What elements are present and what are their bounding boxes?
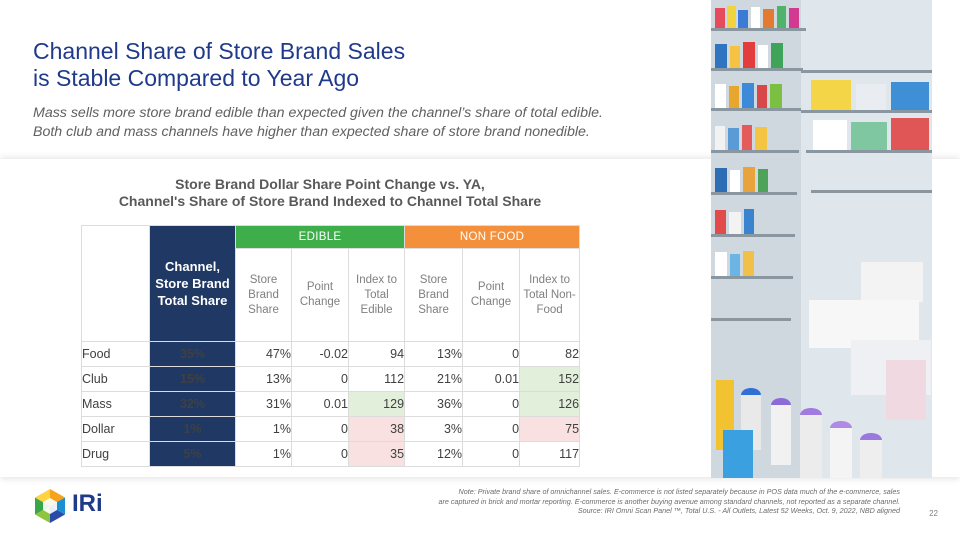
header-line: Index to [356,273,397,286]
header-line: Point [306,281,334,293]
footnote: Note: Private brand share of omnichannel… [360,487,900,516]
channel-share-cell: 15% [149,366,236,392]
header-line: Change [299,296,341,308]
header-line: Point [477,281,505,293]
row-label: Club [81,366,150,392]
nonfood-band-header: NON FOOD [404,225,581,249]
nonfood-store-brand-share-header: Store Brand Share [404,248,464,342]
table-row-mass: Mass 32% 31% 0.01 129 36% 0 126 [81,391,581,417]
edible-index-cell: 112 [347,366,406,392]
header-line: Total Non- [523,288,576,301]
page-number: 22 [929,509,938,518]
edible-point-change-header: Point Change [291,248,349,342]
footnote-line-1: Note: Private brand share of omnichannel… [458,487,900,496]
subtitle-line-2: Both club and mass channels have higher … [33,124,590,140]
nonfood-share-cell: 21% [404,366,464,392]
edible-store-brand-share-header: Store Brand Share [235,248,292,342]
header-line: Brand [418,288,449,301]
nonfood-index-cell: 82 [519,341,581,367]
subtitle-line-1: Mass sells more store brand edible than … [33,105,603,121]
nonfood-share-cell: 36% [404,391,464,417]
edible-change-cell: 0 [291,366,349,392]
edible-change-cell: 0.01 [291,391,349,417]
channel-share-cell: 32% [149,391,236,417]
edible-change-cell: 0 [291,441,349,467]
company-logo-text: IRi [72,490,103,517]
nonfood-index-header: Index to Total Non- Food [519,248,581,342]
table-title: Store Brand Dollar Share Point Change vs… [81,176,579,210]
iri-hexagon-logo-icon [35,489,65,523]
edible-share-cell: 31% [235,391,292,417]
table-row-club: Club 15% 13% 0 112 21% 0.01 152 [81,366,581,392]
edible-share-cell: 13% [235,366,292,392]
header-line: Store [419,273,448,286]
channel-header-line: Channel, [165,259,220,274]
row-label: Food [81,341,150,367]
nonfood-change-cell: 0 [462,416,521,442]
header-line: Edible [360,303,393,316]
store-brand-share-table: Channel, Store Brand Total Share EDIBLE … [81,225,581,467]
edible-index-cell: 94 [347,341,406,367]
channel-share-cell: 35% [149,341,236,367]
table-row-food: Food 35% 47% -0.02 94 13% 0 82 [81,341,581,367]
table-title-line-2: Channel's Share of Store Brand Indexed t… [118,193,542,209]
edible-index-cell: 38 [347,416,406,442]
header-line: Change [470,296,512,308]
empty-corner-cell [81,225,150,342]
nonfood-index-cell: 126 [519,391,581,417]
edible-share-cell: 1% [235,416,292,442]
header-line: Store [249,273,278,286]
channel-share-header: Channel, Store Brand Total Share [149,225,236,342]
slide-title: Channel Share of Store Brand Sales is St… [33,38,673,92]
nonfood-change-cell: 0 [462,391,521,417]
edible-share-cell: 1% [235,441,292,467]
nonfood-share-cell: 3% [404,416,464,442]
header-line: Food [536,303,563,316]
nonfood-change-cell: 0.01 [462,366,521,392]
edible-band-header: EDIBLE [234,225,406,249]
nonfood-share-cell: 12% [404,441,464,467]
table-row-dollar: Dollar 1% 1% 0 38 3% 0 75 [81,416,581,442]
nonfood-index-cell: 117 [519,441,581,467]
channel-header-line: Total Share [157,293,228,308]
header-line: Share [248,303,279,316]
footnote-source: Source: IRI Omni Scan Panel ™, Total U.S… [577,506,900,515]
store-shelves-photo [711,0,932,478]
edible-share-cell: 47% [235,341,292,367]
header-line: Share [418,303,449,316]
header-line: Brand [248,288,279,301]
title-line-2: is Stable Compared to Year Ago [33,65,360,91]
edible-index-header: Index to Total Edible [347,248,406,342]
title-line-1: Channel Share of Store Brand Sales [33,38,406,64]
nonfood-index-cell: 152 [519,366,581,392]
table-title-line-1: Store Brand Dollar Share Point Change vs… [175,176,485,192]
nonfood-change-cell: 0 [462,441,521,467]
nonfood-point-change-header: Point Change [462,248,521,342]
row-label: Drug [81,441,150,467]
edible-change-cell: -0.02 [291,341,349,367]
nonfood-share-cell: 13% [404,341,464,367]
channel-share-cell: 1% [149,416,236,442]
slide-subtitle: Mass sells more store brand edible than … [33,104,693,142]
nonfood-change-cell: 0 [462,341,521,367]
table-row-drug: Drug 5% 1% 0 35 12% 0 117 [81,441,581,467]
nonfood-index-cell: 75 [519,416,581,442]
header-line: Index to [529,273,570,286]
header-line: Total [364,288,389,301]
channel-share-cell: 5% [149,441,236,467]
edible-change-cell: 0 [291,416,349,442]
edible-index-cell: 129 [347,391,406,417]
footnote-line-2: are captured in brick and mortar reporti… [438,496,900,506]
band-header-row: Channel, Store Brand Total Share EDIBLE … [81,225,581,342]
channel-header-line: Store Brand [155,276,230,291]
column-header-row: Store Brand Share Point Change Index to … [82,248,581,342]
store-shelves-image [711,0,932,478]
row-label: Mass [81,391,150,417]
edible-index-cell: 35 [347,441,406,467]
row-label: Dollar [81,416,150,442]
